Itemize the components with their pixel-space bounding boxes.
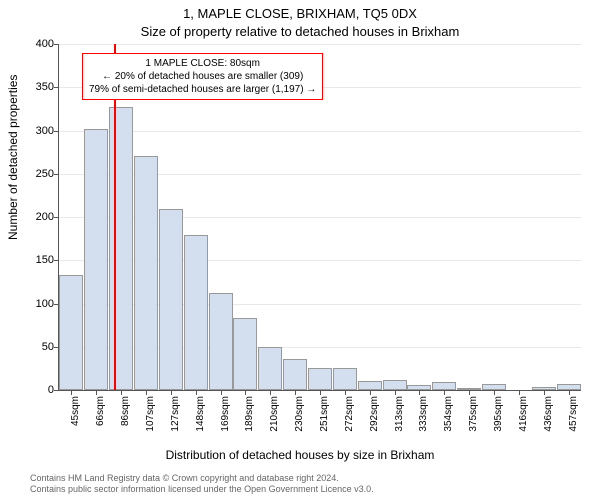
bar xyxy=(84,129,108,390)
xtick-label: 457sqm xyxy=(568,396,579,446)
ytick-label: 250 xyxy=(24,168,54,180)
bar xyxy=(184,235,208,390)
xtick-mark xyxy=(544,390,545,395)
ytick-mark xyxy=(54,217,59,218)
footer-line2: Contains public sector information licen… xyxy=(30,484,590,496)
xtick-mark xyxy=(320,390,321,395)
ytick-mark xyxy=(54,304,59,305)
xtick-mark xyxy=(295,390,296,395)
info-line-larger: 79% of semi-detached houses are larger (… xyxy=(89,83,316,96)
xtick-label: 148sqm xyxy=(195,396,206,446)
footer-attribution: Contains HM Land Registry data © Crown c… xyxy=(30,473,590,496)
title-subtitle: Size of property relative to detached ho… xyxy=(0,24,600,39)
xtick-label: 333sqm xyxy=(418,396,429,446)
xtick-mark xyxy=(71,390,72,395)
ytick-mark xyxy=(54,390,59,391)
ytick-label: 350 xyxy=(24,81,54,93)
reference-info-box: 1 MAPLE CLOSE: 80sqm ← 20% of detached h… xyxy=(82,53,323,100)
bar xyxy=(258,347,282,390)
info-line-smaller: ← 20% of detached houses are smaller (30… xyxy=(89,70,316,83)
xtick-mark xyxy=(171,390,172,395)
ytick-label: 150 xyxy=(24,254,54,266)
xtick-mark xyxy=(345,390,346,395)
bar xyxy=(333,368,357,390)
xtick-label: 45sqm xyxy=(70,396,81,446)
ytick-label: 200 xyxy=(24,211,54,223)
ytick-mark xyxy=(54,131,59,132)
bar xyxy=(308,368,332,390)
xtick-mark xyxy=(494,390,495,395)
xtick-mark xyxy=(245,390,246,395)
bar xyxy=(134,156,158,390)
bar xyxy=(358,381,382,391)
xtick-label: 66sqm xyxy=(95,396,106,446)
bar xyxy=(283,359,307,390)
xtick-label: 127sqm xyxy=(170,396,181,446)
xtick-mark xyxy=(469,390,470,395)
ytick-mark xyxy=(54,44,59,45)
xtick-label: 107sqm xyxy=(145,396,156,446)
xtick-label: 395sqm xyxy=(493,396,504,446)
xtick-mark xyxy=(121,390,122,395)
xtick-label: 354sqm xyxy=(443,396,454,446)
xtick-label: 416sqm xyxy=(518,396,529,446)
xtick-mark xyxy=(419,390,420,395)
xtick-label: 230sqm xyxy=(294,396,305,446)
xtick-mark xyxy=(370,390,371,395)
x-axis-label: Distribution of detached houses by size … xyxy=(0,448,600,462)
info-line-property: 1 MAPLE CLOSE: 80sqm xyxy=(89,57,316,70)
xtick-label: 210sqm xyxy=(269,396,280,446)
ytick-label: 0 xyxy=(24,384,54,396)
xtick-mark xyxy=(519,390,520,395)
xtick-mark xyxy=(146,390,147,395)
bar xyxy=(432,382,456,390)
xtick-mark xyxy=(196,390,197,395)
title-address: 1, MAPLE CLOSE, BRIXHAM, TQ5 0DX xyxy=(0,6,600,21)
xtick-label: 189sqm xyxy=(244,396,255,446)
xtick-label: 313sqm xyxy=(394,396,405,446)
ytick-mark xyxy=(54,87,59,88)
ytick-mark xyxy=(54,260,59,261)
xtick-mark xyxy=(395,390,396,395)
xtick-label: 436sqm xyxy=(543,396,554,446)
ytick-mark xyxy=(54,347,59,348)
ytick-label: 400 xyxy=(24,38,54,50)
bar xyxy=(383,380,407,390)
xtick-label: 292sqm xyxy=(369,396,380,446)
footer-line1: Contains HM Land Registry data © Crown c… xyxy=(30,473,590,485)
xtick-label: 375sqm xyxy=(468,396,479,446)
gridline xyxy=(59,44,581,45)
xtick-label: 272sqm xyxy=(344,396,355,446)
xtick-mark xyxy=(270,390,271,395)
bar xyxy=(159,209,183,390)
bar xyxy=(233,318,257,390)
ytick-label: 50 xyxy=(24,341,54,353)
gridline xyxy=(59,131,581,132)
xtick-label: 169sqm xyxy=(220,396,231,446)
xtick-mark xyxy=(444,390,445,395)
ytick-label: 300 xyxy=(24,125,54,137)
ytick-mark xyxy=(54,174,59,175)
xtick-mark xyxy=(569,390,570,395)
xtick-mark xyxy=(96,390,97,395)
xtick-label: 251sqm xyxy=(319,396,330,446)
ytick-label: 100 xyxy=(24,298,54,310)
chart-container: 1, MAPLE CLOSE, BRIXHAM, TQ5 0DX Size of… xyxy=(0,0,600,500)
y-axis-label: Number of detached properties xyxy=(6,75,20,240)
bar xyxy=(209,293,233,390)
xtick-mark xyxy=(221,390,222,395)
xtick-label: 86sqm xyxy=(120,396,131,446)
bar xyxy=(59,275,83,390)
